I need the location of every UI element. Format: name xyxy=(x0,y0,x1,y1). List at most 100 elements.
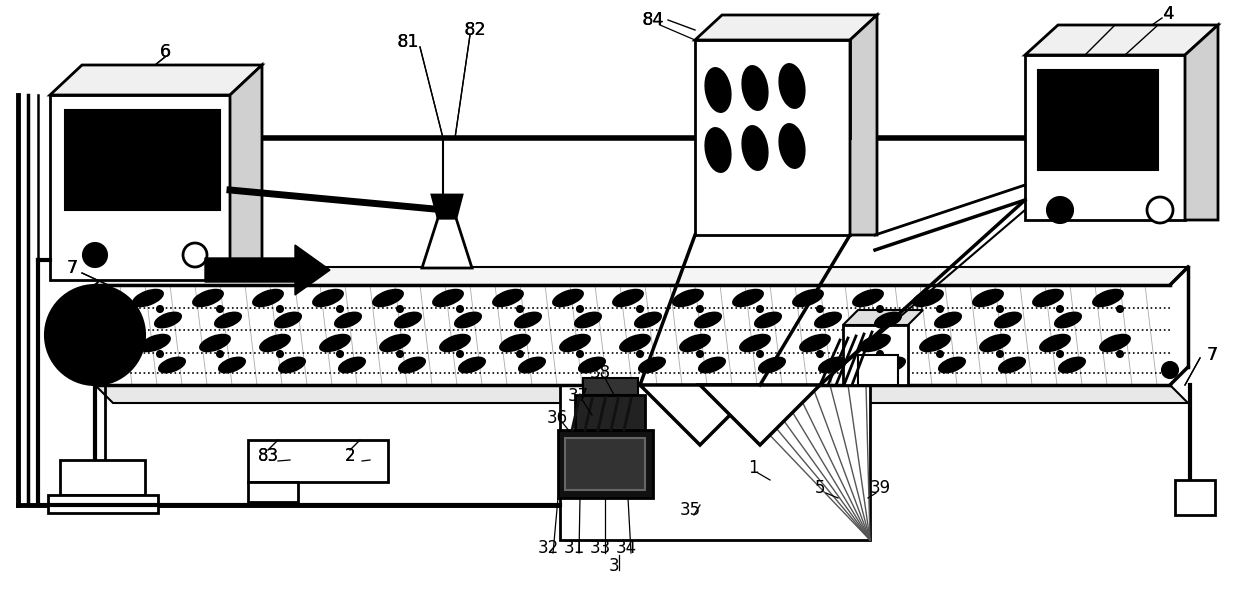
Ellipse shape xyxy=(742,126,768,170)
Text: 34: 34 xyxy=(615,539,636,557)
Circle shape xyxy=(184,243,207,267)
Text: 37: 37 xyxy=(568,387,589,405)
Bar xyxy=(843,325,908,385)
Polygon shape xyxy=(229,65,262,280)
Text: 2: 2 xyxy=(345,447,356,465)
Text: 7: 7 xyxy=(1207,346,1218,364)
Text: 39: 39 xyxy=(869,479,890,497)
Ellipse shape xyxy=(133,290,164,307)
Text: 7: 7 xyxy=(1207,346,1218,364)
Circle shape xyxy=(1056,306,1063,312)
Bar xyxy=(565,438,645,490)
Ellipse shape xyxy=(698,357,725,373)
Ellipse shape xyxy=(579,357,605,373)
Polygon shape xyxy=(205,245,330,295)
Ellipse shape xyxy=(706,128,730,172)
Circle shape xyxy=(997,351,1003,357)
Text: 6: 6 xyxy=(159,43,171,61)
Ellipse shape xyxy=(733,290,764,307)
Bar xyxy=(48,495,157,513)
Polygon shape xyxy=(843,310,923,325)
Ellipse shape xyxy=(818,357,846,373)
Bar xyxy=(558,430,653,498)
Text: 84: 84 xyxy=(642,11,663,29)
Circle shape xyxy=(157,306,162,312)
Ellipse shape xyxy=(680,335,711,352)
Polygon shape xyxy=(1185,25,1218,220)
Ellipse shape xyxy=(312,290,343,307)
Circle shape xyxy=(337,306,343,312)
Ellipse shape xyxy=(455,312,481,328)
Ellipse shape xyxy=(755,312,781,328)
Polygon shape xyxy=(50,65,262,95)
Ellipse shape xyxy=(553,290,583,307)
Circle shape xyxy=(277,306,283,312)
Ellipse shape xyxy=(1059,357,1085,373)
Ellipse shape xyxy=(259,335,290,352)
Ellipse shape xyxy=(1040,335,1070,352)
Circle shape xyxy=(83,243,107,267)
Ellipse shape xyxy=(972,290,1003,307)
Ellipse shape xyxy=(274,312,301,328)
Polygon shape xyxy=(701,385,820,445)
Circle shape xyxy=(997,306,1003,312)
Circle shape xyxy=(397,351,403,357)
Ellipse shape xyxy=(140,335,170,352)
Polygon shape xyxy=(694,15,877,40)
Circle shape xyxy=(517,351,523,357)
Polygon shape xyxy=(640,385,760,445)
Bar xyxy=(95,285,1171,385)
Polygon shape xyxy=(849,15,877,235)
Bar xyxy=(248,482,298,502)
Text: 81: 81 xyxy=(398,33,419,51)
Text: 7: 7 xyxy=(67,259,77,277)
Ellipse shape xyxy=(694,312,722,328)
Polygon shape xyxy=(560,385,870,540)
Ellipse shape xyxy=(742,66,768,111)
Circle shape xyxy=(1147,197,1173,223)
Ellipse shape xyxy=(673,290,703,307)
Circle shape xyxy=(1056,351,1063,357)
Circle shape xyxy=(157,351,162,357)
Circle shape xyxy=(877,351,883,357)
Ellipse shape xyxy=(815,312,842,328)
Bar xyxy=(50,95,229,280)
Ellipse shape xyxy=(759,357,785,373)
Text: 2: 2 xyxy=(345,447,356,465)
Ellipse shape xyxy=(335,312,361,328)
Text: 1: 1 xyxy=(748,459,759,477)
Bar xyxy=(60,460,145,495)
Text: 4: 4 xyxy=(1163,5,1173,23)
Ellipse shape xyxy=(515,312,542,328)
Text: 33: 33 xyxy=(589,539,610,557)
Bar xyxy=(694,40,849,235)
Circle shape xyxy=(337,351,343,357)
Text: 82: 82 xyxy=(465,21,486,39)
Ellipse shape xyxy=(913,290,944,307)
Ellipse shape xyxy=(559,335,590,352)
Circle shape xyxy=(577,306,583,312)
Ellipse shape xyxy=(373,290,403,307)
Circle shape xyxy=(1047,197,1073,223)
Bar xyxy=(248,440,388,482)
Ellipse shape xyxy=(394,312,422,328)
Circle shape xyxy=(937,306,942,312)
Circle shape xyxy=(697,351,703,357)
Ellipse shape xyxy=(574,312,601,328)
Text: 6: 6 xyxy=(160,43,170,61)
Text: 35: 35 xyxy=(680,501,701,519)
Ellipse shape xyxy=(874,312,901,328)
Circle shape xyxy=(817,351,823,357)
Polygon shape xyxy=(95,267,1188,285)
Ellipse shape xyxy=(620,335,650,352)
Circle shape xyxy=(637,351,644,357)
Bar xyxy=(575,395,645,430)
Circle shape xyxy=(697,306,703,312)
Ellipse shape xyxy=(1100,335,1130,352)
Bar xyxy=(1038,70,1158,170)
Text: 36: 36 xyxy=(547,409,568,427)
Ellipse shape xyxy=(433,290,464,307)
Ellipse shape xyxy=(859,335,890,352)
Circle shape xyxy=(217,306,223,312)
Circle shape xyxy=(397,306,403,312)
